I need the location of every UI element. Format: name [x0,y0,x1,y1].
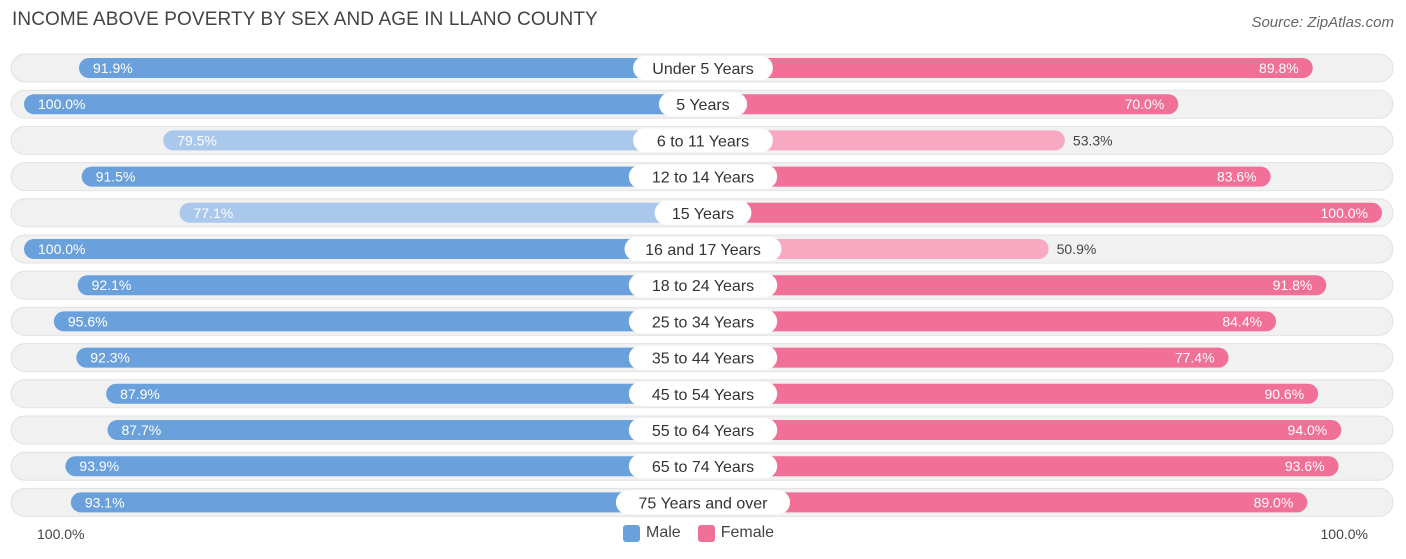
category-pill [654,200,752,225]
category-pill [633,56,773,80]
category-label: 35 to 44 Years [652,351,754,368]
category-pill [628,273,778,298]
male-bar [53,311,704,332]
category-label: 45 to 54 Years [652,387,754,404]
female-bar [703,311,1277,332]
female-bar [703,347,1229,368]
category-label: 5 Years [676,97,729,114]
male-value-label: 87.7% [122,422,162,438]
male-value-label: 77.1% [193,205,233,221]
legend-label-female: Female [720,524,775,541]
female-value-label: 50.9% [1057,241,1097,257]
legend-swatch-male [623,524,640,542]
category-label: 6 to 11 Years [657,133,749,150]
category-pill [628,381,778,406]
male-bar [107,420,704,440]
male-value-label: 100.0% [38,241,85,257]
male-bar [70,492,703,513]
axis-right-label: 100.0% [1320,526,1368,542]
category-label: 25 to 34 Years [652,314,754,331]
female-bar [703,130,1065,151]
female-value-label: 53.3% [1073,132,1113,148]
female-bar [703,166,1271,187]
male-bar [179,202,704,223]
male-value-label: 93.1% [85,494,125,510]
male-value-label: 100.0% [38,96,85,112]
legend-item-male: Male [623,524,681,542]
source-note: Source: ZipAtlas.com [1251,14,1394,31]
male-bar [76,347,703,368]
category-label: 15 Years [672,206,734,223]
female-bar [703,383,1319,404]
legend-item-female: Female [697,524,775,542]
male-value-label: 87.9% [120,386,160,402]
female-value-label: 94.0% [1288,422,1328,438]
female-value-label: 93.6% [1285,458,1325,474]
legend-label-male: Male [646,524,681,541]
chart-title: INCOME ABOVE POVERTY BY SEX AND AGE IN L… [12,9,598,30]
category-pill [628,454,778,479]
category-label: 65 to 74 Years [652,459,754,476]
male-value-label: 92.3% [90,350,130,366]
male-bar [24,94,703,115]
female-value-label: 83.6% [1217,169,1257,185]
female-bar [703,420,1342,440]
male-bar [77,275,704,296]
legend-swatch-female [697,524,715,542]
female-value-label: 70.0% [1125,96,1165,112]
female-value-label: 91.8% [1273,277,1313,293]
female-value-label: 89.8% [1259,60,1299,76]
category-label: 12 to 14 Years [652,170,754,187]
category-label: 18 to 24 Years [652,278,754,295]
male-bar [106,383,703,404]
female-bar [703,275,1327,296]
female-bar [703,492,1308,513]
male-bar [65,456,703,477]
axis-left-label: 100.0% [37,526,85,542]
male-value-label: 79.5% [177,132,217,148]
female-bar [703,456,1339,477]
female-bar [703,239,1049,259]
category-pill [628,345,778,370]
male-bar [78,58,703,78]
male-bar [163,130,703,151]
female-bar [703,94,1179,115]
category-pill [658,92,748,117]
female-value-label: 84.4% [1222,313,1262,329]
female-value-label: 77.4% [1175,350,1215,366]
category-label: Under 5 Years [652,61,753,78]
female-value-label: 100.0% [1321,205,1368,221]
male-value-label: 91.9% [93,60,133,76]
legend: Male Female [623,524,791,542]
male-bar [81,166,704,187]
male-value-label: 91.5% [96,169,136,185]
category-pill [628,164,778,189]
male-value-label: 93.9% [79,458,119,474]
category-pill [615,490,791,515]
male-value-label: 95.6% [68,313,108,329]
category-label: 55 to 64 Years [652,423,754,440]
category-pill [624,237,782,261]
female-value-label: 89.0% [1254,494,1294,510]
male-value-label: 92.1% [92,277,132,293]
category-pill [633,128,773,153]
category-pill [628,309,778,334]
female-value-label: 90.6% [1264,386,1304,402]
category-label: 16 and 17 Years [645,242,761,259]
female-bar [703,202,1382,223]
category-pill [628,418,778,442]
male-bar [24,239,703,259]
female-bar [703,58,1313,78]
bar-chart: 91.9% 89.8% Under 5 Years 100.0% 70.0% 5 Year… [10,53,1394,517]
category-label: 75 Years and over [639,495,769,512]
